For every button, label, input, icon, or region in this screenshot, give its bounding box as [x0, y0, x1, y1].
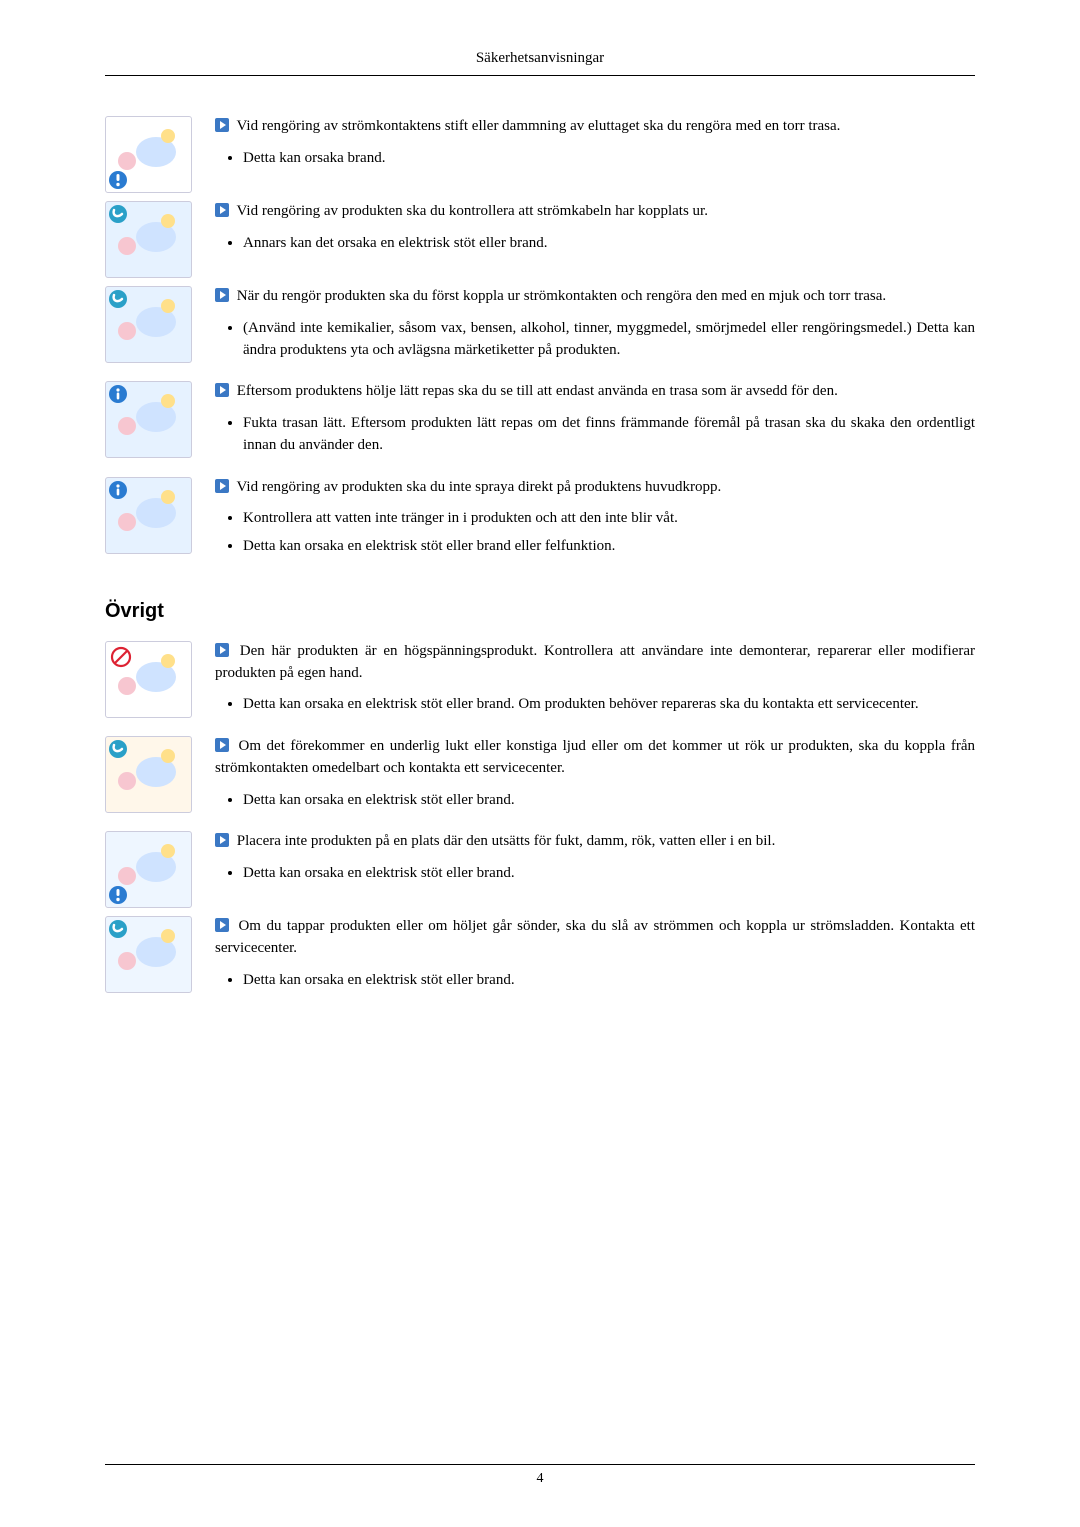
safety-section-cleaning: Vid rengöring av strömkontaktens stift e…: [105, 116, 975, 570]
instruction-row: Vid rengöring av produkten ska du kontro…: [105, 201, 975, 278]
safety-section-other: Den här produkten är en högspänningsprod…: [105, 641, 975, 1004]
instruction-content: Vid rengöring av produkten ska du inte s…: [215, 477, 975, 570]
instruction-lead: Eftersom produktens hölje lätt repas ska…: [215, 381, 975, 403]
instruction-bullet: Detta kan orsaka en elektrisk stöt eller…: [243, 694, 975, 716]
instruction-bullet: Kontrollera att vatten inte tränger in i…: [243, 508, 975, 530]
instruction-bullets: Kontrollera att vatten inte tränger in i…: [215, 508, 975, 558]
arrow-icon: [215, 118, 229, 132]
instruction-content: När du rengör produkten ska du först kop…: [215, 286, 975, 373]
instruction-bullets: Detta kan orsaka en elektrisk stöt eller…: [215, 694, 975, 716]
instruction-bullet: Detta kan orsaka en elektrisk stöt eller…: [243, 790, 975, 812]
arrow-icon: [215, 479, 229, 493]
arrow-icon: [215, 918, 229, 932]
instruction-bullet: Detta kan orsaka en elektrisk stöt eller…: [243, 970, 975, 992]
instruction-lead: Vid rengöring av strömkontaktens stift e…: [215, 116, 975, 138]
instruction-lead: Om det förekommer en underlig lukt eller…: [215, 736, 975, 780]
instruction-bullets: Detta kan orsaka brand.: [215, 148, 975, 170]
arrow-icon: [215, 643, 229, 657]
instruction-content: Eftersom produktens hölje lätt repas ska…: [215, 381, 975, 468]
instruction-content: Om det förekommer en underlig lukt eller…: [215, 736, 975, 823]
arrow-icon: [215, 738, 229, 752]
instruction-lead: Om du tappar produkten eller om höljet g…: [215, 916, 975, 960]
instruction-thumb: [105, 286, 200, 363]
instruction-row: Eftersom produktens hölje lätt repas ska…: [105, 381, 975, 468]
instruction-row: Placera inte produkten på en plats där d…: [105, 831, 975, 908]
instruction-bullets: Detta kan orsaka en elektrisk stöt eller…: [215, 863, 975, 885]
instruction-content: Den här produkten är en högspänningsprod…: [215, 641, 975, 728]
instruction-thumb: [105, 201, 200, 278]
instruction-thumb: [105, 381, 200, 458]
arrow-icon: [215, 383, 229, 397]
instruction-bullet: Detta kan orsaka brand.: [243, 148, 975, 170]
instruction-bullets: Detta kan orsaka en elektrisk stöt eller…: [215, 790, 975, 812]
instruction-lead: Den här produkten är en högspänningsprod…: [215, 641, 975, 685]
instruction-row: När du rengör produkten ska du först kop…: [105, 286, 975, 373]
instruction-thumb: [105, 916, 200, 993]
header-title: Säkerhetsanvisningar: [476, 50, 604, 66]
page-footer: 4: [105, 1464, 975, 1487]
instruction-bullet: Detta kan orsaka en elektrisk stöt eller…: [243, 536, 975, 558]
instruction-bullets: Fukta trasan lätt. Eftersom produkten lä…: [215, 413, 975, 457]
instruction-row: Om det förekommer en underlig lukt eller…: [105, 736, 975, 823]
instruction-content: Vid rengöring av produkten ska du kontro…: [215, 201, 975, 267]
instruction-thumb: [105, 477, 200, 554]
instruction-bullets: Annars kan det orsaka en elektrisk stöt …: [215, 233, 975, 255]
instruction-thumb: [105, 116, 200, 193]
instruction-bullets: (Använd inte kemikalier, såsom vax, bens…: [215, 318, 975, 362]
arrow-icon: [215, 833, 229, 847]
instruction-bullet: Fukta trasan lätt. Eftersom produkten lä…: [243, 413, 975, 457]
page-header: Säkerhetsanvisningar: [105, 50, 975, 76]
arrow-icon: [215, 288, 229, 302]
instruction-content: Vid rengöring av strömkontaktens stift e…: [215, 116, 975, 182]
page: Säkerhetsanvisningar Vid rengöring av st…: [0, 0, 1080, 1527]
instruction-bullet: Annars kan det orsaka en elektrisk stöt …: [243, 233, 975, 255]
instruction-row: Om du tappar produkten eller om höljet g…: [105, 916, 975, 1003]
instruction-row: Den här produkten är en högspänningsprod…: [105, 641, 975, 728]
instruction-lead: Placera inte produkten på en plats där d…: [215, 831, 975, 853]
instruction-thumb: [105, 736, 200, 813]
instruction-content: Om du tappar produkten eller om höljet g…: [215, 916, 975, 1003]
instruction-row: Vid rengöring av produkten ska du inte s…: [105, 477, 975, 570]
page-number: 4: [537, 1471, 544, 1486]
instruction-row: Vid rengöring av strömkontaktens stift e…: [105, 116, 975, 193]
instruction-content: Placera inte produkten på en plats där d…: [215, 831, 975, 897]
instruction-bullet: Detta kan orsaka en elektrisk stöt eller…: [243, 863, 975, 885]
instruction-lead: När du rengör produkten ska du först kop…: [215, 286, 975, 308]
instruction-bullets: Detta kan orsaka en elektrisk stöt eller…: [215, 970, 975, 992]
arrow-icon: [215, 203, 229, 217]
instruction-thumb: [105, 641, 200, 718]
instruction-lead: Vid rengöring av produkten ska du kontro…: [215, 201, 975, 223]
instruction-bullet: (Använd inte kemikalier, såsom vax, bens…: [243, 318, 975, 362]
instruction-lead: Vid rengöring av produkten ska du inte s…: [215, 477, 975, 499]
instruction-thumb: [105, 831, 200, 908]
section-title-other: Övrigt: [105, 600, 975, 623]
